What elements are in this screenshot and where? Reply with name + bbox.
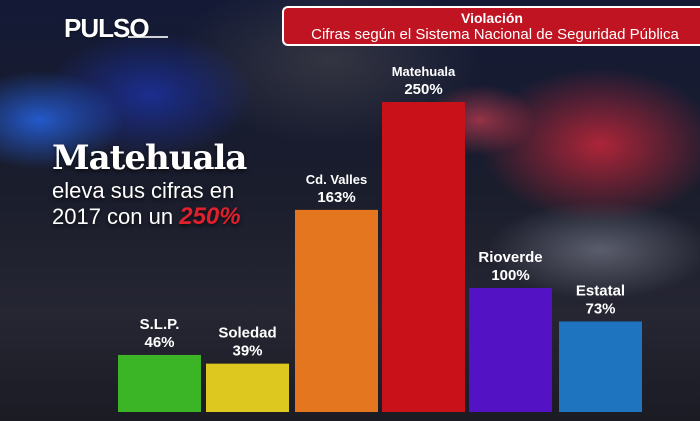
title-banner: Violación Cifras según el Sistema Nacion… [282, 6, 700, 46]
bar-value-label: 100% [491, 267, 529, 284]
bar-value-label: 250% [404, 81, 442, 98]
bar-value-label: 39% [232, 343, 262, 360]
bar-soledad [206, 363, 289, 412]
bar-category-label: Rioverde [478, 249, 542, 266]
bar-cd-valles [295, 209, 378, 412]
bar-rioverde [469, 288, 552, 412]
headline-line-2-text: 2017 con un [52, 204, 180, 229]
chart-title: Violación [461, 10, 523, 26]
chart-subtitle: Cifras según el Sistema Nacional de Segu… [311, 26, 679, 43]
pulso-logo: PULSO [64, 13, 150, 43]
bar-value-label: 163% [317, 189, 355, 206]
headline-line-2: 2017 con un 250% [52, 204, 246, 230]
headline-percent: 250% [179, 203, 241, 230]
bar-s-l-p [118, 354, 201, 412]
bar-category-label: S.L.P. [140, 316, 180, 333]
bar-category-label: Soledad [218, 325, 276, 342]
bar-category-label: Matehuala [392, 64, 456, 79]
bar-matehuala [382, 102, 465, 412]
bar-value-label: 46% [144, 334, 174, 351]
headline-city: Matehuala [52, 138, 247, 178]
bar-category-label: Cd. Valles [306, 172, 367, 187]
bar-category-label: Estatal [576, 282, 625, 299]
headline-line-1: eleva sus cifras en [52, 178, 235, 203]
bar-value-label: 73% [585, 300, 615, 317]
logo-underline [128, 36, 168, 38]
bar-estatal [559, 321, 642, 412]
headline: Matehuala eleva sus cifras en 2017 con u… [52, 138, 247, 230]
